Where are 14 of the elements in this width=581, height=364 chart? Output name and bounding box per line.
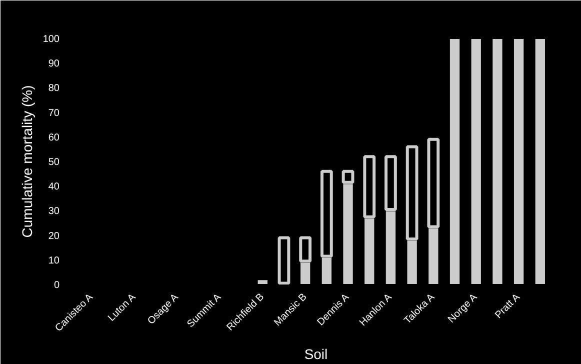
y-tick-label: 80: [48, 83, 60, 94]
y-tick-label: 50: [48, 157, 60, 168]
y-tick-label: 100: [42, 34, 60, 45]
y-tick-label: 0: [54, 280, 60, 291]
y-tick-label: 90: [48, 58, 60, 70]
y-tick-label: 60: [48, 132, 60, 144]
y-tick-label: 30: [48, 206, 60, 218]
x-axis-title: Soil: [304, 346, 328, 362]
y-tick-label: 40: [48, 182, 60, 193]
y-tick-label: 70: [48, 108, 60, 119]
y-tick-label: 20: [48, 230, 60, 242]
y-axis-title: Cumulative mortality (%): [18, 85, 35, 238]
y-tick-label: 10: [48, 255, 60, 266]
bar: [278, 236, 290, 284]
